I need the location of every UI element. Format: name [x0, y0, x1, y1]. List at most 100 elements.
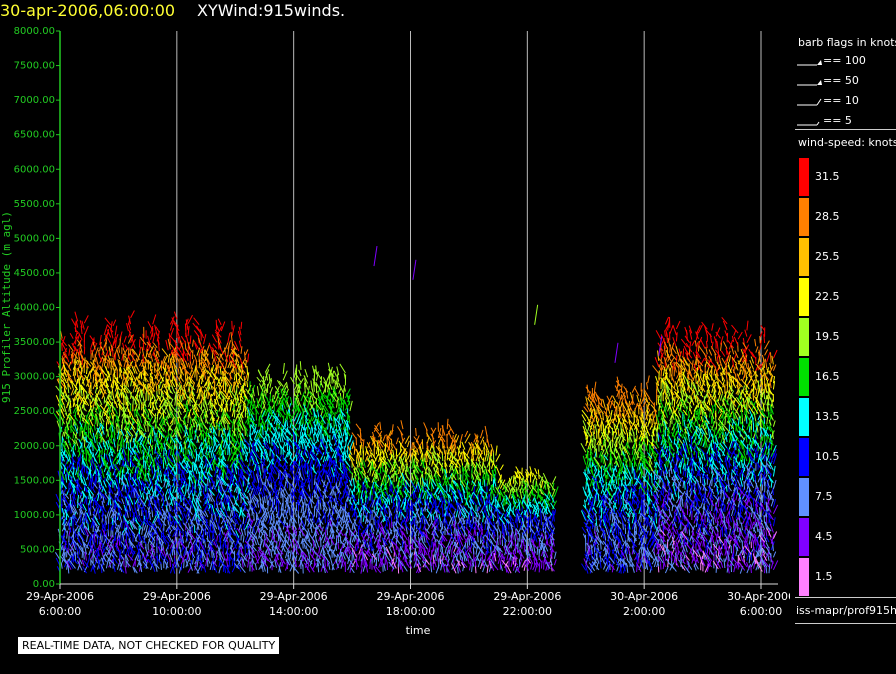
wind-barb — [146, 480, 151, 490]
wind-barb — [90, 425, 94, 433]
wind-barb — [200, 393, 204, 403]
wind-barb — [179, 402, 187, 413]
wind-barb — [243, 395, 251, 404]
wind-barb — [213, 398, 218, 405]
wind-barb — [139, 497, 147, 507]
wind-barb — [122, 532, 125, 542]
wind-barb — [107, 484, 114, 495]
wind-barb — [60, 330, 63, 339]
wind-barb — [259, 543, 262, 551]
wind-barb — [269, 447, 271, 457]
wind-barb — [147, 359, 154, 369]
wind-barb — [238, 459, 244, 469]
wind-barb — [230, 390, 238, 400]
wind-barb — [76, 407, 81, 418]
wind-barb — [195, 543, 202, 553]
wind-barb — [176, 375, 182, 384]
wind-barb — [165, 508, 171, 518]
wind-barb — [238, 472, 242, 482]
wind-barb — [251, 497, 257, 508]
wind-barb — [81, 405, 87, 412]
wind-barb — [157, 430, 165, 438]
wind-barb — [233, 349, 240, 358]
wind-barb — [188, 386, 191, 394]
wind-barb — [170, 411, 176, 419]
wind-barb — [262, 442, 268, 450]
wind-barb — [226, 522, 231, 531]
wind-barb — [104, 493, 110, 500]
wind-barb — [198, 375, 204, 382]
wind-barb — [142, 373, 149, 383]
wind-barb — [276, 404, 281, 413]
wind-barb — [94, 347, 99, 356]
wind-barb — [175, 500, 182, 509]
wind-barb — [178, 523, 185, 532]
wind-barb — [88, 552, 91, 562]
wind-barb — [169, 433, 174, 444]
wind-barb — [97, 444, 101, 451]
wind-barb — [147, 431, 151, 439]
wind-barb — [66, 373, 74, 383]
wind-barb — [227, 360, 232, 369]
wind-barb — [165, 526, 170, 533]
wind-barb — [247, 399, 250, 406]
wind-barb — [119, 477, 127, 487]
wind-barb — [110, 520, 115, 531]
wind-barb — [207, 376, 211, 384]
wind-barb — [280, 533, 286, 540]
wind-barb — [160, 518, 167, 527]
wind-barb — [307, 451, 311, 461]
wind-barb — [154, 351, 159, 361]
wind-barb — [238, 489, 242, 498]
wind-barb — [63, 537, 68, 546]
wind-barb — [157, 483, 162, 490]
wind-barb — [86, 535, 89, 543]
wind-barb — [256, 398, 260, 409]
wind-barb — [114, 463, 121, 472]
wind-barb — [156, 510, 160, 520]
wind-barb — [192, 472, 198, 481]
wind-barb — [60, 503, 63, 513]
wind-barb — [157, 526, 162, 533]
wind-barb — [176, 554, 181, 563]
wind-barb — [220, 434, 224, 442]
wind-barb — [121, 498, 125, 505]
wind-barb — [256, 438, 264, 449]
wind-barb — [203, 353, 209, 362]
wind-barb — [189, 417, 192, 425]
wind-barb — [183, 503, 188, 513]
wind-barb — [150, 332, 153, 340]
wind-barb — [99, 533, 102, 545]
wind-barb — [238, 392, 244, 400]
wind-barb — [243, 376, 246, 387]
wind-barb — [195, 463, 200, 475]
wind-barb — [167, 533, 174, 544]
wind-barb — [270, 507, 275, 518]
wind-barb — [209, 494, 215, 502]
wind-barb — [190, 499, 193, 509]
wind-barb — [203, 403, 207, 411]
wind-barb — [81, 448, 85, 455]
wind-barb — [198, 541, 201, 549]
wind-barb — [88, 545, 93, 556]
wind-barb — [236, 413, 242, 423]
wind-barb — [94, 463, 98, 471]
wind-barb — [227, 553, 233, 560]
wind-barb — [100, 557, 105, 566]
wind-barb — [92, 538, 96, 549]
wind-barb — [252, 387, 255, 397]
wind-barb — [74, 541, 79, 552]
wind-barb — [79, 470, 83, 478]
wind-barb — [203, 424, 209, 431]
wind-barb — [164, 403, 169, 413]
wind-barb — [219, 353, 224, 361]
wind-barb — [121, 402, 127, 412]
wind-barb — [137, 428, 143, 436]
wind-barb — [202, 520, 209, 530]
wind-barb — [60, 398, 65, 406]
wind-barb — [210, 411, 215, 421]
wind-barb — [243, 443, 249, 450]
wind-barb — [278, 431, 282, 443]
wind-barb — [204, 350, 207, 361]
wind-barb — [258, 535, 264, 542]
